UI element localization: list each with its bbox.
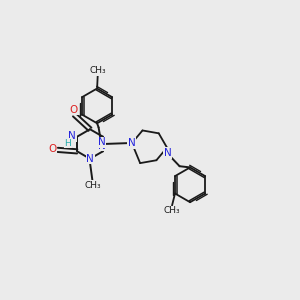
Text: N: N: [86, 154, 94, 164]
Text: N: N: [98, 137, 106, 148]
Text: N: N: [68, 131, 76, 141]
Text: CH₃: CH₃: [164, 206, 180, 215]
Text: N: N: [164, 148, 172, 158]
Text: H: H: [64, 139, 71, 148]
Text: CH₃: CH₃: [84, 181, 101, 190]
Text: CH₃: CH₃: [89, 66, 106, 75]
Text: O: O: [49, 144, 57, 154]
Text: N: N: [128, 138, 136, 148]
Text: N: N: [98, 140, 106, 151]
Text: O: O: [70, 105, 78, 115]
